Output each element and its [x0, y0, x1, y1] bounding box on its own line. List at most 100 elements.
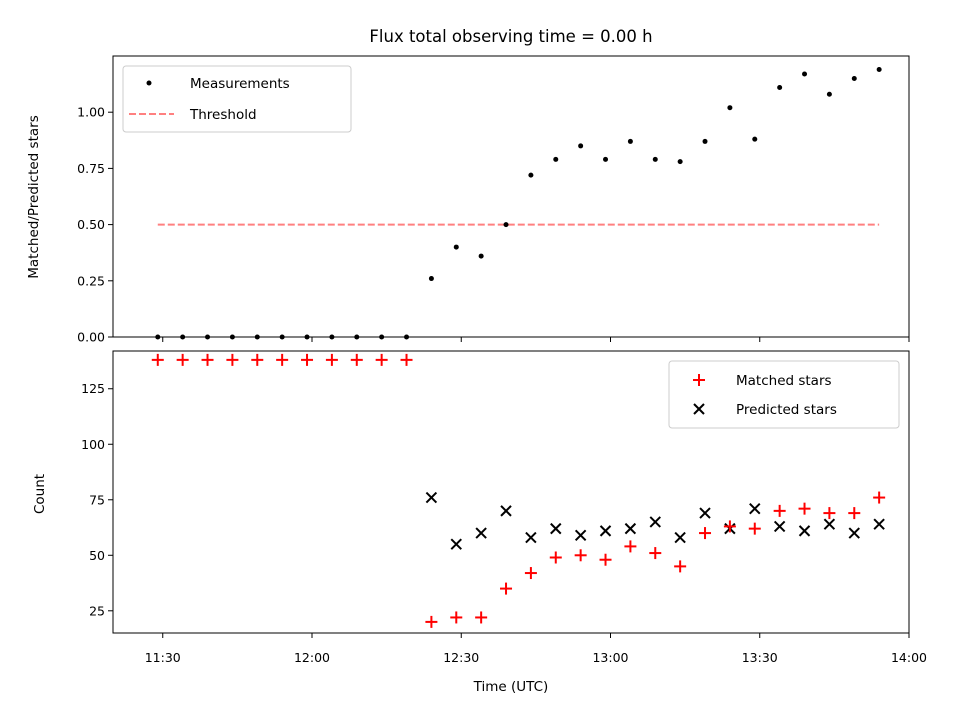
matched-star-point [624, 540, 637, 553]
matched-star-point [699, 527, 712, 540]
bottom-x-tick-label: 14:00 [891, 650, 927, 665]
measurement-point [727, 105, 733, 111]
matched-star-point [425, 615, 438, 628]
legend-threshold-label: Threshold [189, 107, 257, 123]
bottom-plot-frame [112, 350, 910, 634]
matched-star-point [599, 553, 612, 566]
matched-star-point [500, 582, 513, 595]
legend-matched-marker [693, 374, 705, 386]
measurement-point [851, 75, 857, 81]
matched-star-point [325, 353, 338, 366]
matched-star-point [276, 353, 289, 366]
matched-star-point [723, 520, 736, 533]
top-y-tick-label: 0.00 [77, 330, 105, 345]
matched-star-point [350, 353, 363, 366]
matched-star-point [475, 611, 488, 624]
predicted-star-point [525, 531, 537, 544]
bottom-y-tick-label: 25 [89, 603, 105, 618]
legend-predicted-label: Predicted stars [736, 402, 837, 418]
matched-star-point [201, 353, 214, 366]
matched-star-point [873, 491, 886, 504]
measurement-point [652, 156, 658, 162]
measurement-point [627, 138, 633, 144]
measurement-point [826, 91, 832, 97]
matched-star-point [400, 353, 413, 366]
bottom-axis-ticks: 25 50 75 100 125 11:30 12:00 12:30 13:00 13:30 14:… [81, 381, 927, 665]
predicted-star-point [425, 491, 438, 504]
matched-star-point [773, 504, 786, 517]
predicted-star-point [749, 502, 761, 515]
predicted-star-point [674, 531, 686, 544]
bottom-y-tick-label: 75 [89, 492, 105, 507]
matched-star-point [574, 549, 587, 562]
bottom-y-axis-label: Count [32, 474, 48, 514]
legend-measurements-label: Measurements [190, 76, 290, 92]
top-y-tick-label: 0.50 [77, 217, 105, 232]
predicted-star-point [848, 527, 860, 539]
bottom-x-tick-label: 12:00 [294, 650, 330, 665]
measurement-point [428, 276, 434, 282]
matched-star-point [524, 567, 537, 580]
top-y-tick-label: 0.75 [77, 161, 105, 176]
measurement-point [777, 84, 783, 90]
bottom-y-tick-label: 50 [89, 548, 105, 563]
measurement-point [528, 172, 534, 178]
matched-star-point [848, 507, 861, 520]
bottom-x-tick-label: 13:30 [742, 650, 778, 665]
top-y-tick-label: 1.00 [77, 105, 105, 120]
top-axis-ticks: 0.00 0.25 0.50 0.75 1.00 [77, 105, 910, 345]
measurement-point [553, 156, 559, 162]
matched-star-point [798, 502, 811, 515]
legend-matched-label: Matched stars [736, 373, 832, 389]
measurement-point [578, 143, 584, 149]
matched-star-point [649, 547, 662, 560]
matched-star-point [176, 353, 189, 366]
legend-predicted-marker [693, 403, 705, 415]
matched-star-point [674, 560, 687, 573]
measurement-point [677, 159, 683, 165]
measurement-point [752, 136, 758, 142]
matched-star-point [549, 551, 562, 564]
predicted-star-point [599, 525, 612, 537]
bottom-y-tick-label: 125 [81, 381, 105, 396]
predicted-star-point [574, 529, 587, 542]
matched-star-point [251, 353, 264, 366]
predicted-star-point [500, 505, 512, 517]
measurement-point [478, 253, 484, 259]
bottom-y-tick-label: 100 [81, 437, 105, 452]
predicted-star-point [773, 520, 786, 533]
top-chart-title: Flux total observing time = 0.00 h [369, 27, 652, 46]
measurement-point [453, 244, 459, 250]
matched-star-point [375, 353, 388, 366]
predicted-star-point [798, 525, 811, 537]
predicted-star-point [649, 516, 661, 528]
measurement-point [702, 138, 708, 144]
top-y-tick-label: 0.25 [77, 273, 105, 288]
bottom-x-axis-label: Time (UTC) [473, 679, 549, 695]
matched-star-point [226, 353, 239, 366]
predicted-star-point [624, 522, 637, 535]
matched-star-point [748, 522, 761, 535]
predicted-star-point [699, 507, 711, 519]
top-y-axis-label: Matched/Predicted stars [26, 115, 42, 278]
matched-star-point [301, 353, 314, 366]
legend-measurements-marker [146, 80, 152, 86]
predicted-star-point [450, 538, 462, 550]
measurement-point [603, 156, 609, 162]
matched-star-point [823, 507, 836, 520]
top-legend: Measurements Threshold [122, 65, 352, 133]
top-plot-frame [112, 55, 910, 338]
bottom-x-tick-label: 11:30 [145, 650, 181, 665]
matched-star-point [450, 611, 463, 624]
measurement-point [802, 71, 808, 77]
measurement-point [503, 222, 509, 228]
matched-star-point [151, 353, 164, 366]
predicted-star-point [873, 518, 885, 530]
top-legend-box [122, 65, 352, 133]
predicted-star-point [550, 522, 562, 535]
predicted-star-point [823, 518, 836, 530]
bottom-plot-marks [151, 353, 886, 628]
bottom-legend-box [668, 360, 900, 429]
predicted-star-point [475, 527, 487, 539]
